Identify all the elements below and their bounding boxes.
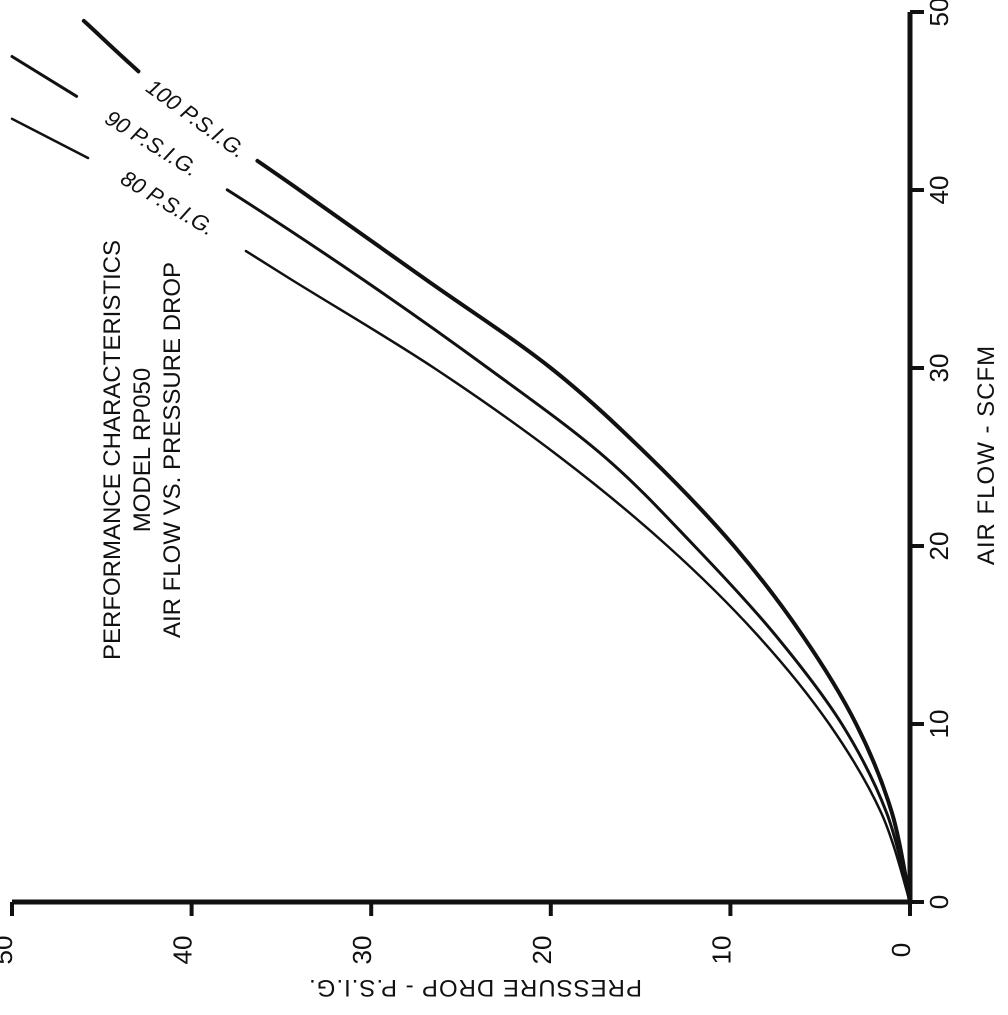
x-tick-label: 10 (924, 710, 954, 739)
curve-line (10, 55, 912, 904)
curve-label: 80 P.S.I.G. (116, 165, 219, 240)
curve-line (81, 18, 912, 904)
curve-group (10, 18, 912, 904)
y-tick-label: 40 (168, 936, 198, 965)
curve-label-group: 80 P.S.I.G.90 P.S.I.G.100 P.S.I.G. (101, 74, 251, 241)
x-tick-label: 40 (924, 176, 954, 205)
x-tick-label: 0 (924, 895, 954, 909)
x-axis-label: AIR FLOW - SCFM (973, 345, 1000, 565)
y-tick-label: 50 (0, 936, 18, 965)
x-tick-label: 20 (924, 532, 954, 561)
curve-line (10, 117, 912, 904)
y-tick-label: 30 (347, 936, 377, 965)
y-tick-label: 10 (706, 936, 736, 965)
chart-title-line-3: AIR FLOW VS. PRESSURE DROP (159, 262, 186, 638)
x-tick-label: 30 (924, 354, 954, 383)
x-tick-label: 50 (924, 0, 954, 26)
y-tick-label: 20 (527, 936, 557, 965)
chart-title-line-1: PERFORMANCE CHARACTERISTICS (99, 240, 126, 660)
chart-title-line-2: MODEL RP050 (129, 368, 156, 533)
tick-group: 0 10 20 30 40 50 0 10 20 30 40 50 (0, 0, 954, 964)
y-axis-label: PRESSURE DROP - P.S.I.G. (308, 974, 642, 1001)
y-tick-label: 0 (886, 943, 916, 957)
chart-title: PERFORMANCE CHARACTERISTICS MODEL RP050 … (99, 240, 186, 660)
